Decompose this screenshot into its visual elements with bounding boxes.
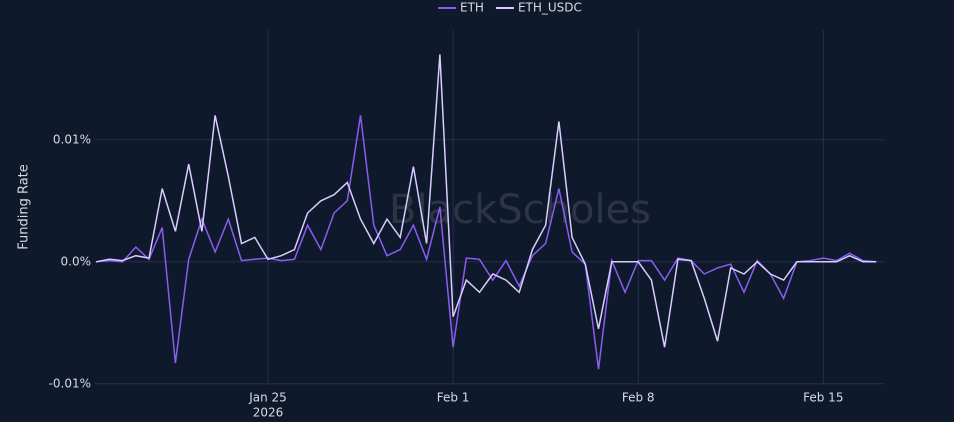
legend-label: ETH bbox=[460, 1, 484, 15]
y-axis-title: Funding Rate bbox=[17, 164, 32, 250]
x-tick-label: Jan 25 bbox=[248, 391, 287, 405]
y-tick-label: 0.0% bbox=[61, 254, 92, 268]
legend-label: ETH_USDC bbox=[518, 1, 582, 15]
x-tick-label: Feb 8 bbox=[622, 391, 655, 405]
x-tick-label: 2026 bbox=[253, 406, 284, 420]
watermark: BlackScholes bbox=[389, 187, 651, 233]
x-tick-label: Feb 15 bbox=[803, 391, 843, 405]
legend-item: ETH bbox=[438, 1, 484, 15]
y-tick-label: 0.01% bbox=[53, 132, 91, 146]
series-line bbox=[95, 54, 877, 348]
y-tick-label: -0.01% bbox=[49, 376, 91, 390]
series-line bbox=[96, 115, 877, 370]
legend-item: ETH_USDC bbox=[495, 1, 582, 15]
x-tick-label: Feb 1 bbox=[437, 391, 470, 405]
